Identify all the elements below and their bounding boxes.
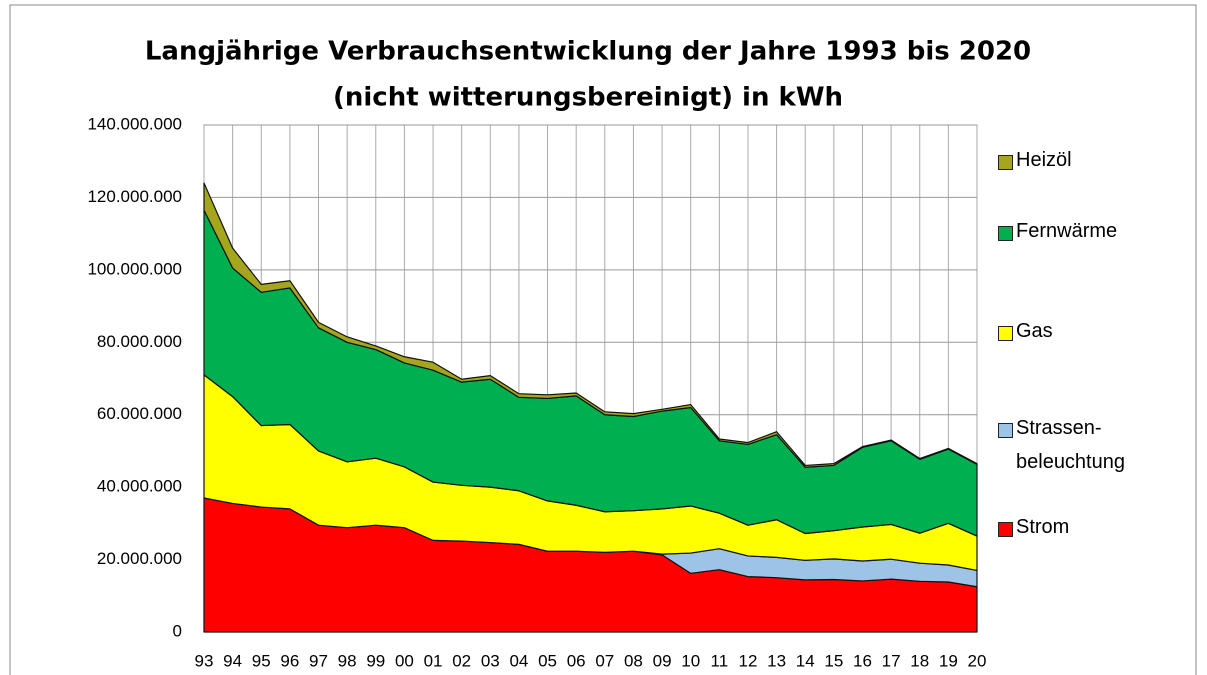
x-tick-label: 93 <box>195 651 214 670</box>
legend-item: Gas <box>998 320 1198 348</box>
legend-swatch <box>998 522 1013 537</box>
x-tick-label: 07 <box>595 651 614 670</box>
legend-item: Fernwärme <box>998 220 1198 248</box>
legend-item: Heizöl <box>998 149 1198 177</box>
x-tick-label: 99 <box>366 651 385 670</box>
x-tick-label: 06 <box>567 651 586 670</box>
legend-item: Strom <box>998 516 1198 544</box>
x-tick-label: 18 <box>910 651 929 670</box>
x-tick-label: 08 <box>624 651 643 670</box>
x-tick-label: 20 <box>968 651 987 670</box>
x-tick-label: 01 <box>424 651 443 670</box>
x-tick-label: 94 <box>223 651 242 670</box>
y-tick-label: 0 <box>173 621 182 640</box>
x-tick-label: 04 <box>509 651 528 670</box>
y-tick-label: 120.000.000 <box>87 187 182 206</box>
x-tick-label: 03 <box>481 651 500 670</box>
legend-label: Strassen- beleuchtung <box>1016 417 1125 473</box>
y-tick-label: 140.000.000 <box>87 114 182 133</box>
x-tick-label: 98 <box>338 651 357 670</box>
x-tick-label: 05 <box>538 651 557 670</box>
legend-label: Gas <box>1016 320 1053 342</box>
legend-swatch <box>998 226 1013 241</box>
x-tick-label: 09 <box>653 651 672 670</box>
legend-swatch <box>998 326 1013 341</box>
x-tick-label: 19 <box>939 651 958 670</box>
x-tick-label: 15 <box>824 651 843 670</box>
x-tick-label: 02 <box>452 651 471 670</box>
legend-label: Fernwärme <box>1016 220 1118 242</box>
legend-label: Heizöl <box>1016 149 1072 171</box>
x-tick-label: 00 <box>395 651 414 670</box>
x-tick-label: 17 <box>882 651 901 670</box>
legend-label: Strom <box>1016 516 1070 538</box>
x-tick-label: 13 <box>767 651 786 670</box>
chart-frame <box>9 4 1197 675</box>
chart-title: (nicht witterungsbereinigt) in kWh <box>333 83 843 113</box>
x-tick-label: 12 <box>739 651 758 670</box>
y-tick-label: 60.000.000 <box>97 404 182 423</box>
legend-item: Strassen- beleuchtung <box>998 417 1198 479</box>
x-tick-label: 10 <box>681 651 700 670</box>
x-tick-label: 96 <box>280 651 299 670</box>
x-tick-label: 97 <box>309 651 328 670</box>
x-tick-label: 14 <box>796 651 815 670</box>
y-tick-label: 20.000.000 <box>97 549 182 568</box>
x-tick-label: 95 <box>252 651 271 670</box>
y-tick-label: 80.000.000 <box>97 332 182 351</box>
area <box>203 182 978 468</box>
chart-title: Langjährige Verbrauchsentwicklung der Ja… <box>145 37 1031 67</box>
legend-swatch <box>998 423 1013 438</box>
y-tick-label: 40.000.000 <box>97 477 182 496</box>
x-tick-label: 16 <box>853 651 872 670</box>
legend-swatch <box>998 155 1013 170</box>
y-tick-label: 100.000.000 <box>87 259 182 278</box>
x-tick-label: 11 <box>711 651 729 670</box>
